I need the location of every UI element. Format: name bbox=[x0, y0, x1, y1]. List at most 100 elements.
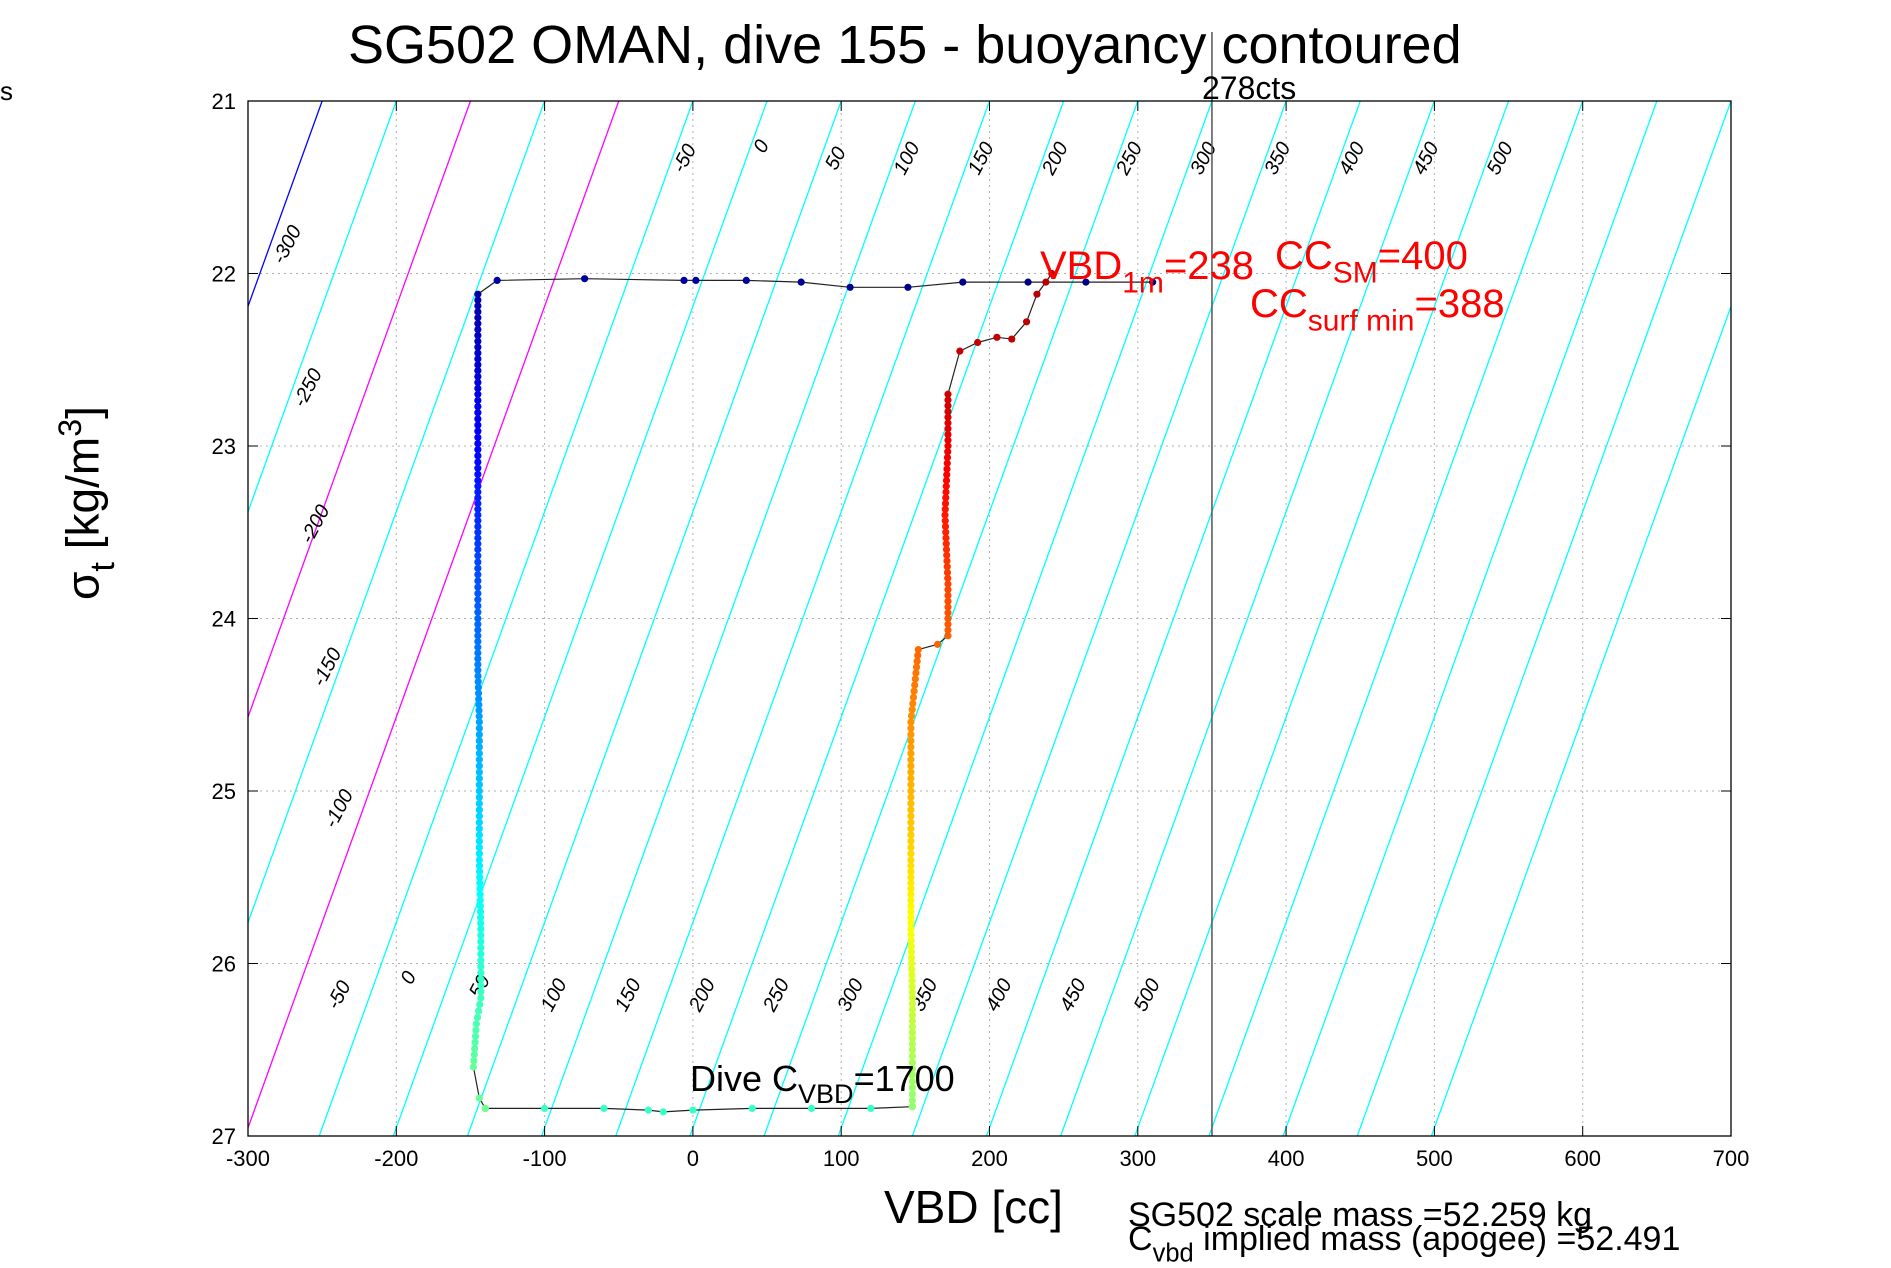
dive-data-point bbox=[942, 534, 950, 542]
contour-label: 500 bbox=[1483, 139, 1518, 179]
dive-data-point bbox=[908, 706, 916, 714]
dive-data-point bbox=[942, 540, 950, 548]
dive-data-point bbox=[474, 558, 482, 566]
dive-data-point bbox=[1008, 335, 1016, 343]
dive-data-point bbox=[474, 499, 482, 508]
buoyancy-contour-line bbox=[248, 101, 546, 925]
y-tick-label: 24 bbox=[212, 607, 236, 632]
dive-data-point bbox=[944, 632, 952, 640]
dive-data-point bbox=[907, 942, 915, 950]
dive-data-point bbox=[944, 597, 952, 605]
dive-data-point bbox=[474, 433, 482, 441]
dive-data-point bbox=[944, 442, 952, 450]
dive-data-point bbox=[474, 589, 482, 598]
dive-data-point bbox=[944, 620, 952, 628]
buoyancy-contour-line bbox=[466, 101, 842, 1136]
dive-data-point bbox=[904, 283, 912, 291]
dive-data-point bbox=[943, 453, 952, 462]
dive-data-point bbox=[911, 675, 919, 683]
dive-data-point bbox=[474, 564, 482, 572]
buoyancy-contour-line bbox=[318, 101, 694, 1136]
dive-data-point bbox=[477, 937, 485, 946]
dive-data-point bbox=[907, 749, 915, 757]
contour-label: 400 bbox=[981, 975, 1016, 1015]
dive-data-point bbox=[476, 873, 484, 881]
buoyancy-contour-line bbox=[248, 101, 472, 719]
annotation-cc-surf-min: CCsurf min=388 bbox=[1250, 282, 1505, 339]
dive-data-point bbox=[493, 276, 501, 284]
dive-data-point bbox=[908, 1058, 916, 1066]
dive-data-point bbox=[944, 390, 952, 398]
reference-line-label: 278cts bbox=[1202, 70, 1297, 106]
dive-data-point bbox=[475, 831, 483, 839]
buoyancy-contour-line bbox=[1356, 101, 1731, 1136]
dive-data-point bbox=[474, 602, 482, 610]
dive-data-point bbox=[474, 660, 482, 669]
dive-data-point bbox=[907, 850, 915, 858]
contour-label: 100 bbox=[537, 975, 572, 1015]
dive-data-point bbox=[474, 355, 482, 363]
dive-data-point bbox=[474, 427, 482, 435]
dive-data-point bbox=[993, 333, 1001, 341]
dive-data-point bbox=[907, 954, 916, 962]
dive-data-point bbox=[474, 361, 482, 369]
dive-data-point bbox=[477, 963, 485, 971]
dive-data-point bbox=[477, 981, 485, 990]
dive-data-point bbox=[474, 349, 482, 357]
dive-data-point bbox=[475, 768, 483, 776]
buoyancy-contour-line bbox=[837, 101, 1213, 1136]
dive-data-point bbox=[907, 879, 915, 887]
annotation-dive-cvbd: Dive CVBD=1700 bbox=[690, 1058, 955, 1110]
dive-data-point bbox=[907, 718, 915, 726]
dive-data-point bbox=[1149, 278, 1157, 286]
dive-data-point bbox=[474, 402, 482, 411]
dive-data-point bbox=[474, 511, 482, 519]
dive-data-point bbox=[475, 743, 483, 751]
buoyancy-contour-line bbox=[392, 101, 768, 1136]
dive-data-point bbox=[474, 470, 482, 478]
dive-data-point bbox=[474, 337, 482, 345]
dive-data-point bbox=[942, 482, 950, 490]
corner-text: s bbox=[0, 76, 13, 106]
dive-data-point bbox=[974, 338, 982, 347]
contour-group bbox=[248, 101, 1731, 1136]
dive-data-point bbox=[907, 768, 915, 776]
dive-data-point bbox=[476, 1000, 484, 1009]
y-tick-label: 22 bbox=[212, 262, 236, 287]
buoyancy-contour-line bbox=[1060, 101, 1436, 1136]
dive-data-point bbox=[1022, 318, 1031, 326]
dive-data-point bbox=[943, 563, 951, 571]
contour-label: 300 bbox=[1186, 139, 1221, 179]
dive-data-point bbox=[942, 476, 951, 485]
dive-data-point bbox=[477, 969, 485, 977]
dive-data-point bbox=[908, 1011, 916, 1019]
dive-data-point bbox=[944, 430, 952, 439]
buoyancy-contour-line bbox=[615, 101, 991, 1136]
buoyancy-contour-line bbox=[1208, 101, 1584, 1136]
dive-data-point bbox=[959, 278, 967, 286]
dive-data-point bbox=[474, 452, 482, 460]
dive-data-point bbox=[944, 614, 952, 623]
dive-data-point bbox=[944, 448, 952, 456]
dive-data-point bbox=[475, 818, 483, 826]
dive-data-point bbox=[474, 678, 482, 686]
dive-data-point bbox=[474, 570, 482, 579]
dive-data-point bbox=[914, 645, 922, 654]
dive-data-point bbox=[908, 977, 916, 985]
dive-data-point bbox=[944, 419, 952, 427]
dive-data-point bbox=[1033, 290, 1041, 298]
cc-sm-suffix: =400 bbox=[1377, 234, 1468, 278]
dive-data-point bbox=[475, 749, 483, 757]
dive-data-point bbox=[913, 657, 921, 665]
dive-data-point bbox=[474, 476, 482, 485]
dive-data-point bbox=[470, 1051, 478, 1059]
dive-data-point bbox=[474, 626, 482, 634]
dive-data-point bbox=[477, 931, 485, 939]
dive-data-point bbox=[692, 276, 700, 284]
dive-data-point bbox=[475, 695, 483, 703]
dive-data-point bbox=[907, 724, 915, 732]
dive-data-point bbox=[908, 1071, 916, 1079]
contour-label: 250 bbox=[759, 975, 795, 1016]
dive-data-point bbox=[475, 806, 483, 814]
